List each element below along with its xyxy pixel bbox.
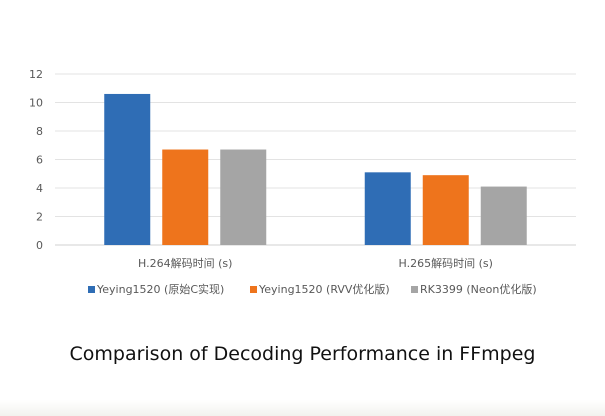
- bar-1-category-2: [364, 172, 411, 245]
- bar-1-category-1: [104, 93, 151, 245]
- bottom-strip: [0, 400, 605, 416]
- legend-label: Yeying1520 (RVV优化版): [258, 282, 390, 296]
- legend-label: RK3399 (Neon优化版): [420, 282, 537, 296]
- x-category-label: H.264解码时间 (s): [138, 256, 232, 270]
- bar-3-category-2: [480, 186, 527, 245]
- y-tick-label: 6: [36, 154, 43, 167]
- bar-2-category-2: [422, 175, 469, 245]
- y-tick-label: 12: [29, 68, 43, 81]
- bars: [104, 93, 527, 245]
- legend-swatch: [250, 286, 257, 293]
- x-axis: H.264解码时间 (s) H.265解码时间 (s): [138, 256, 493, 270]
- legend-swatch: [88, 286, 95, 293]
- legend-swatch: [411, 286, 418, 293]
- legend: Yeying1520 (原始C实现) Yeying1520 (RVV优化版) RK3…: [88, 282, 537, 296]
- bar-chart: 0 2 4 6 8 10 12 H.264解码时间 (s) H.265解码时间 (s) Yey…: [29, 68, 576, 296]
- y-tick-label: 0: [36, 239, 43, 252]
- figure-caption: Comparison of Decoding Performance in FF…: [69, 343, 536, 365]
- y-tick-label: 2: [36, 211, 43, 224]
- y-axis: 0 2 4 6 8 10 12: [29, 68, 43, 252]
- bar-2-category-1: [162, 149, 209, 245]
- y-tick-label: 4: [36, 182, 43, 195]
- legend-label: Yeying1520 (原始C实现): [96, 282, 224, 296]
- x-category-label: H.265解码时间 (s): [399, 256, 493, 270]
- y-tick-label: 10: [29, 97, 43, 110]
- bar-3-category-1: [220, 149, 267, 245]
- y-tick-label: 8: [36, 125, 43, 138]
